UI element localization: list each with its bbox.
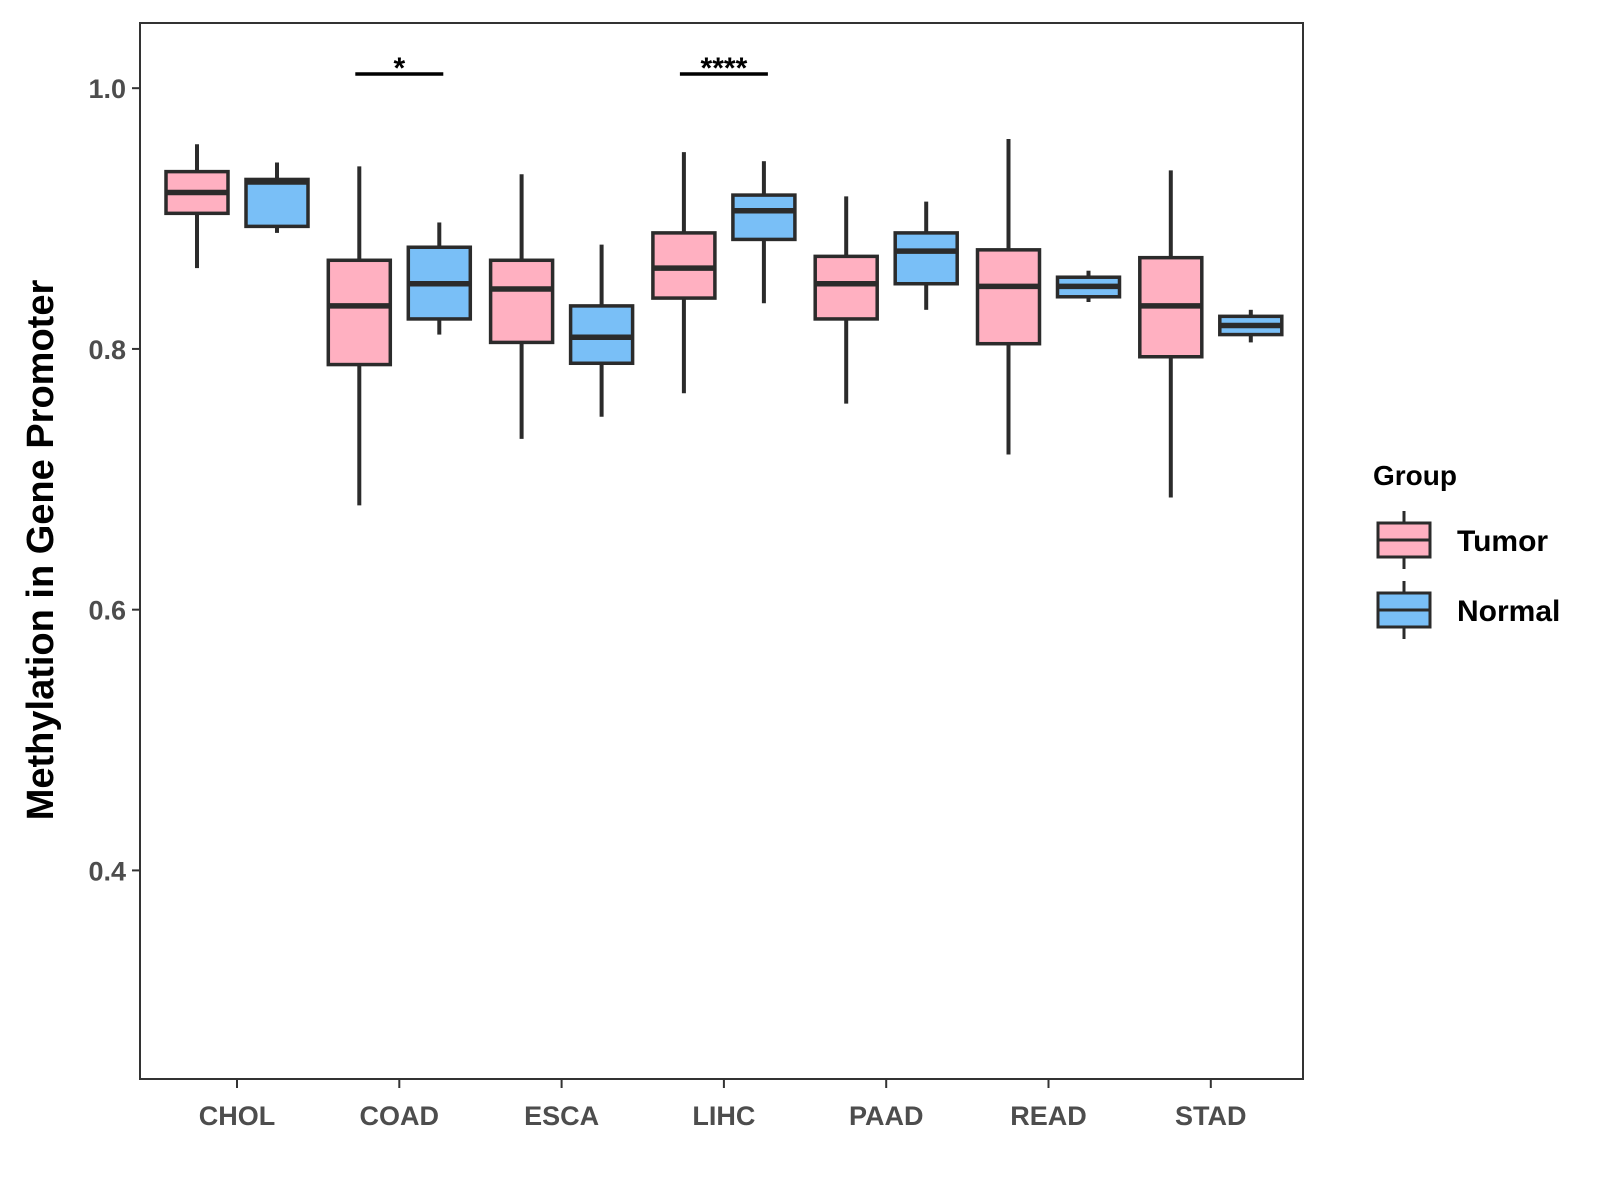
- box-body: [975, 248, 1042, 346]
- legend-title: Group: [1373, 460, 1457, 491]
- y-axis: 0.4 0.6 0.8 1.0: [88, 74, 140, 886]
- box-tumor-paad: [813, 196, 879, 404]
- box-normal-stad: [1218, 309, 1284, 343]
- x-tick-label: ESCA: [524, 1101, 599, 1131]
- boxes-layer: [164, 139, 1284, 506]
- box-normal-lihc: [731, 161, 797, 304]
- y-tick-label: 0.4: [88, 856, 126, 886]
- y-tick-label: 0.8: [88, 335, 126, 365]
- box-body: [488, 258, 555, 345]
- x-tick-label: PAAD: [849, 1101, 924, 1131]
- significance-label: ****: [701, 52, 748, 85]
- legend-label: Tumor: [1457, 525, 1548, 558]
- legend-label: Normal: [1457, 595, 1560, 628]
- y-tick-label: 0.6: [88, 596, 126, 626]
- legend: Group Tumor Normal: [1373, 460, 1560, 639]
- box-body: [893, 231, 959, 286]
- x-tick-label: COAD: [360, 1101, 440, 1131]
- box-tumor-coad: [326, 166, 393, 506]
- box-body: [326, 258, 393, 367]
- box-normal-chol: [244, 162, 310, 233]
- box-tumor-read: [975, 139, 1042, 455]
- legend-item-normal: Normal: [1376, 581, 1560, 639]
- box-body: [731, 193, 797, 242]
- box-body: [813, 254, 879, 321]
- plot-panel: [139, 22, 1304, 1080]
- significance-label: *: [393, 52, 405, 85]
- legend-item-tumor: Tumor: [1376, 511, 1548, 569]
- box-body: [244, 177, 310, 229]
- x-tick-label: READ: [1010, 1101, 1087, 1131]
- y-axis-title: Methylation in Gene Promoter: [20, 280, 62, 821]
- box-normal-coad: [406, 222, 473, 335]
- y-tick-label: 1.0: [88, 74, 126, 104]
- box-tumor-chol: [164, 144, 230, 269]
- x-tick-label: STAD: [1175, 1101, 1247, 1131]
- box-normal-paad: [893, 201, 959, 310]
- box-normal-esca: [568, 244, 635, 417]
- x-axis: CHOL COAD ESCA LIHC PAAD READ STAD: [199, 1079, 1247, 1131]
- box-tumor-esca: [488, 174, 555, 439]
- box-normal-read: [1055, 270, 1122, 302]
- box-tumor-lihc: [651, 152, 717, 394]
- significance-annotations: * ****: [355, 52, 768, 85]
- x-tick-label: CHOL: [199, 1101, 276, 1131]
- x-tick-label: LIHC: [692, 1101, 755, 1131]
- box-tumor-stad: [1138, 170, 1204, 498]
